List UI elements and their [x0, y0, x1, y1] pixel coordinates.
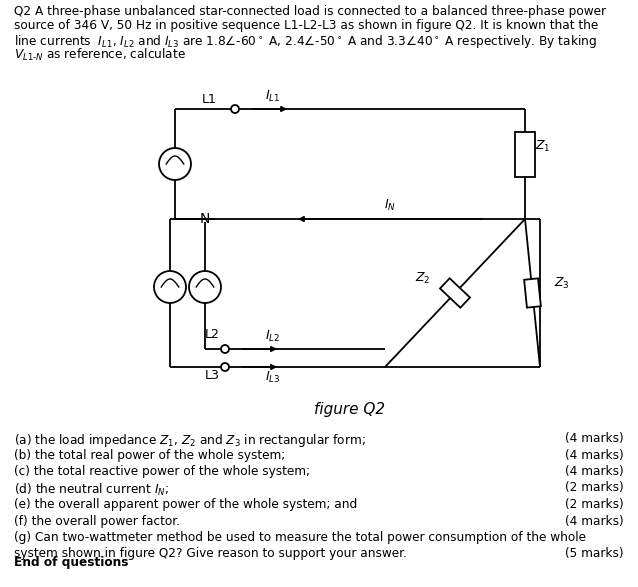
Text: $V_{L1\text{-}N}$ as reference, calculate: $V_{L1\text{-}N}$ as reference, calculat… — [14, 47, 186, 63]
Circle shape — [231, 105, 239, 113]
Text: $I_{L3}$: $I_{L3}$ — [265, 370, 281, 385]
Circle shape — [221, 345, 229, 353]
Text: (g) Can two-wattmeter method be used to measure the total power consumption of t: (g) Can two-wattmeter method be used to … — [14, 531, 586, 544]
Text: (2 marks): (2 marks) — [565, 498, 624, 511]
Text: (b) the total real power of the whole system;: (b) the total real power of the whole sy… — [14, 448, 285, 461]
Text: (a) the load impedance $Z_1$, $Z_2$ and $Z_3$ in rectangular form;: (a) the load impedance $Z_1$, $Z_2$ and … — [14, 432, 366, 449]
Text: $I_N$: $I_N$ — [384, 198, 396, 213]
Text: $I_{L1}$: $I_{L1}$ — [265, 89, 280, 104]
Text: (e) the overall apparent power of the whole system; and: (e) the overall apparent power of the wh… — [14, 498, 357, 511]
Text: (4 marks): (4 marks) — [565, 448, 624, 461]
Text: line currents  $I_{L1}$, $I_{L2}$ and $I_{L3}$ are 1.8$\angle$-60$^\circ$ A, 2.4: line currents $I_{L1}$, $I_{L2}$ and $I_… — [14, 33, 597, 50]
Text: (2 marks): (2 marks) — [565, 481, 624, 494]
Text: Q2 A three-phase unbalanced star-connected load is connected to a balanced three: Q2 A three-phase unbalanced star-connect… — [14, 5, 606, 18]
Polygon shape — [524, 278, 541, 308]
Text: L1: L1 — [202, 93, 217, 106]
Text: N: N — [200, 212, 210, 226]
Text: (4 marks): (4 marks) — [565, 465, 624, 478]
Text: $I_{L2}$: $I_{L2}$ — [265, 329, 280, 344]
Text: L3: L3 — [205, 369, 220, 382]
Text: (d) the neutral current $I_N$;: (d) the neutral current $I_N$; — [14, 481, 169, 498]
Text: $Z_2$: $Z_2$ — [415, 271, 430, 285]
Text: (c) the total reactive power of the whole system;: (c) the total reactive power of the whol… — [14, 465, 310, 478]
Text: $Z_3$: $Z_3$ — [554, 275, 570, 291]
Polygon shape — [440, 278, 470, 308]
Text: L2: L2 — [205, 328, 220, 341]
Text: (f) the overall power factor.: (f) the overall power factor. — [14, 514, 180, 528]
Text: (4 marks): (4 marks) — [565, 432, 624, 445]
Text: $Z_1$: $Z_1$ — [535, 139, 551, 154]
Text: source of 346 V, 50 Hz in positive sequence L1-L2-L3 as shown in figure Q2. It i: source of 346 V, 50 Hz in positive seque… — [14, 19, 598, 32]
Text: (4 marks): (4 marks) — [565, 514, 624, 528]
Text: system shown in figure Q2? Give reason to support your answer.: system shown in figure Q2? Give reason t… — [14, 548, 407, 561]
Polygon shape — [515, 131, 535, 177]
Text: End of questions: End of questions — [14, 556, 128, 569]
Text: figure Q2: figure Q2 — [315, 402, 385, 417]
Circle shape — [221, 363, 229, 371]
Text: (5 marks): (5 marks) — [565, 548, 624, 561]
